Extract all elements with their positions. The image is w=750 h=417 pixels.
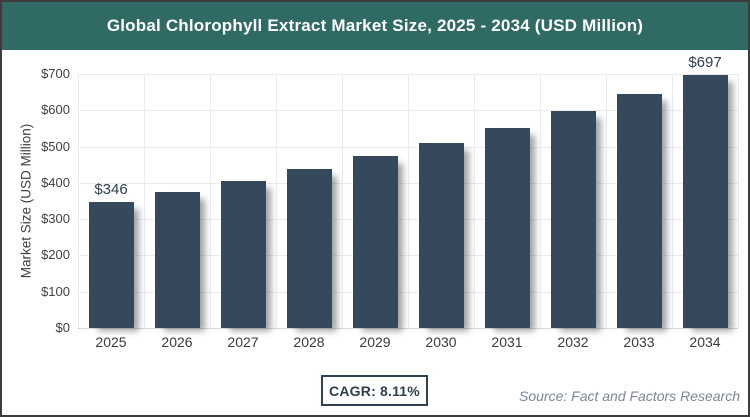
- bar-2025: [88, 202, 134, 328]
- vertical-gridline: [342, 74, 343, 328]
- cagr-label: CAGR: 8.11%: [329, 382, 420, 399]
- x-tick-label: 2031: [491, 334, 523, 350]
- y-tick-label: $300: [41, 211, 70, 227]
- bar-2032: [550, 111, 596, 328]
- cagr-badge: CAGR: 8.11%: [321, 375, 428, 406]
- x-tick-label: 2025: [95, 334, 127, 350]
- bar-2028: [286, 169, 332, 328]
- horizontal-gridline: [78, 110, 738, 112]
- vertical-gridline: [276, 74, 277, 328]
- x-tick-label: 2034: [689, 334, 721, 350]
- y-tick-label: $400: [41, 174, 70, 190]
- bar-2029: [352, 156, 398, 328]
- bar-2031: [484, 127, 530, 328]
- source-note: Source: Fact and Factors Research: [519, 388, 740, 404]
- vertical-gridline: [474, 74, 475, 328]
- chart-title: Global Chlorophyll Extract Market Size, …: [106, 16, 644, 35]
- plot-area: [78, 74, 739, 329]
- horizontal-gridline: [78, 291, 738, 293]
- bar-2027: [220, 181, 266, 328]
- y-tick-label: $200: [41, 247, 70, 263]
- bar-2033: [616, 93, 662, 328]
- x-tick-label: 2030: [425, 334, 457, 350]
- horizontal-gridline: [78, 74, 738, 75]
- vertical-gridline: [78, 74, 79, 328]
- horizontal-gridline: [78, 219, 738, 221]
- x-tick-label: 2027: [227, 334, 259, 350]
- vertical-gridline: [738, 74, 739, 328]
- vertical-gridline: [672, 74, 673, 328]
- vertical-gridline: [144, 74, 145, 328]
- bar-2034: [682, 75, 728, 328]
- x-tick-label: 2029: [359, 334, 391, 350]
- y-tick-label: $0: [55, 320, 70, 335]
- x-tick-label: 2032: [557, 334, 589, 350]
- bar-2030: [418, 142, 464, 328]
- bar-2026: [154, 192, 200, 328]
- x-tick-label: 2033: [623, 334, 655, 350]
- y-tick-label: $700: [41, 66, 70, 81]
- vertical-gridline: [210, 74, 211, 328]
- bar-value-label: $697: [688, 54, 722, 72]
- bar-value-label: $346: [94, 181, 128, 199]
- vertical-gridline: [540, 74, 541, 328]
- x-tick-label: 2026: [161, 334, 193, 350]
- horizontal-gridline: [78, 255, 738, 257]
- chart-title-bar: Global Chlorophyll Extract Market Size, …: [2, 2, 748, 50]
- horizontal-gridline: [78, 146, 738, 148]
- vertical-gridline: [606, 74, 607, 328]
- horizontal-gridline: [78, 328, 738, 329]
- y-tick-label: $500: [41, 138, 70, 154]
- x-tick-label: 2028: [293, 334, 325, 350]
- horizontal-gridline: [78, 182, 738, 184]
- vertical-gridline: [408, 74, 409, 328]
- y-tick-label: $600: [41, 102, 70, 118]
- y-tick-label: $100: [41, 283, 70, 299]
